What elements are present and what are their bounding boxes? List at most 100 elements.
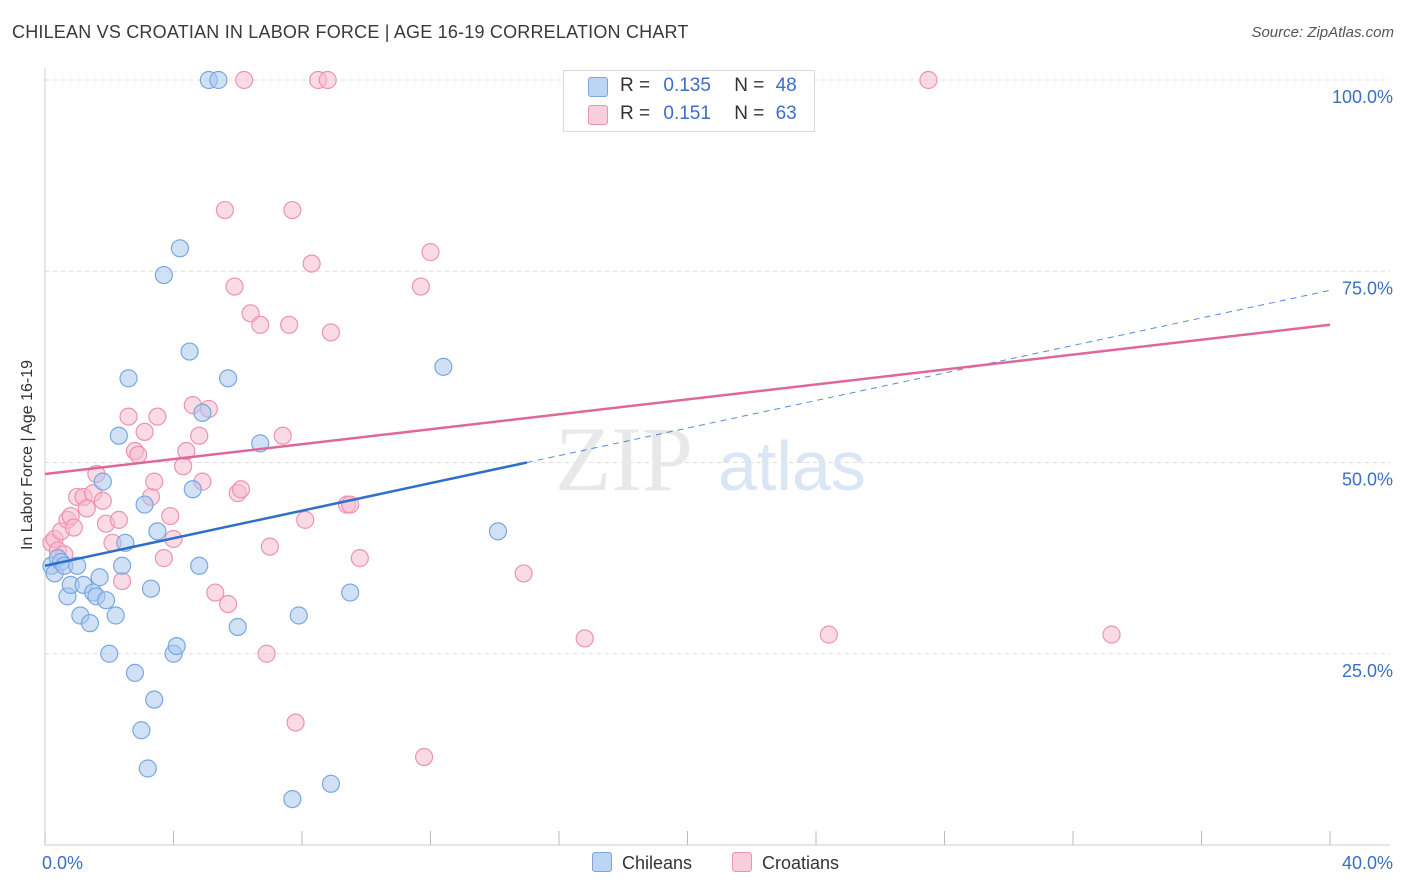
- chileans-point: [119, 369, 138, 388]
- n-value-croatians: 63: [775, 103, 797, 124]
- chart-title: CHILEAN VS CROATIAN IN LABOR FORCE | AGE…: [12, 22, 689, 42]
- croatians-point: [1102, 625, 1121, 644]
- croatians-point: [219, 594, 238, 614]
- chileans-point: [180, 342, 199, 361]
- croatians-point: [109, 510, 128, 529]
- croatians-point: [225, 277, 244, 296]
- r-value-chileans: 0.135: [663, 75, 711, 96]
- chileans-point: [100, 644, 119, 663]
- chileans-point: [135, 495, 154, 514]
- chileans-point: [488, 522, 508, 541]
- croatians-point: [161, 506, 180, 526]
- n-label: N =: [734, 75, 765, 96]
- croatians-point: [93, 491, 112, 510]
- legend-item-croatians: Croatians: [732, 852, 839, 874]
- croatians-point: [421, 243, 440, 262]
- croatians-point: [411, 277, 430, 296]
- croatians-point: [231, 480, 251, 499]
- croatians-point: [296, 510, 315, 529]
- croatians-point: [273, 426, 292, 445]
- chileans-point: [190, 556, 209, 575]
- chileans-point: [289, 606, 308, 625]
- croatians-point: [286, 713, 305, 732]
- chileans-point: [132, 721, 151, 740]
- chileans-point: [141, 579, 161, 598]
- croatians-legend-label: Croatians: [762, 853, 840, 873]
- chileans-point: [96, 591, 116, 610]
- y-tick-label-50: 50.0%: [1342, 470, 1393, 490]
- croatians-legend-swatch: [732, 852, 752, 872]
- croatians-point: [206, 583, 225, 602]
- croatians-point: [280, 315, 299, 334]
- chileans-point: [209, 70, 228, 90]
- chileans-swatch: [588, 77, 608, 97]
- chileans-point: [125, 663, 145, 682]
- chileans-point: [219, 369, 238, 388]
- croatians-point: [112, 571, 132, 591]
- croatians-point: [235, 70, 254, 90]
- chileans-point: [183, 480, 202, 499]
- chileans-point: [228, 617, 247, 637]
- croatians-point: [318, 70, 337, 90]
- croatians-point: [919, 70, 938, 90]
- croatians-point: [129, 445, 148, 464]
- legend-item-chileans: Chileans: [592, 852, 692, 874]
- chileans-point: [170, 239, 190, 258]
- croatians-point: [575, 629, 594, 648]
- chileans-legend-label: Chileans: [622, 853, 693, 873]
- source-label: Source: ZipAtlas.com: [1251, 24, 1394, 41]
- chileans-point: [112, 556, 132, 575]
- axes: [44, 68, 1390, 846]
- croatians-point: [257, 644, 276, 663]
- trend-lines: [44, 289, 1331, 567]
- croatians-swatch: [588, 105, 608, 125]
- croatians-point: [190, 426, 209, 445]
- chileans-point: [154, 265, 173, 285]
- croatians-point: [283, 200, 302, 220]
- croatians-point: [321, 323, 341, 342]
- y-tick-label-75: 75.0%: [1342, 278, 1393, 298]
- watermark-atlas: atlas: [718, 427, 866, 505]
- croatians-point: [135, 422, 154, 441]
- n-value-chileans: 48: [775, 75, 797, 96]
- chileans-point: [109, 426, 128, 445]
- chileans-point: [106, 606, 125, 625]
- n-label: N =: [734, 103, 765, 124]
- watermark-zip: ZIP: [555, 408, 693, 510]
- chileans-point: [93, 472, 112, 491]
- croatians-trend-line: [44, 323, 1331, 476]
- croatians-point: [64, 518, 84, 537]
- croatians-point: [148, 407, 167, 426]
- chileans-legend-swatch: [592, 852, 612, 872]
- chileans-point: [321, 774, 341, 793]
- croatians-point: [251, 315, 270, 334]
- chileans-trend-line: [44, 461, 528, 567]
- r-label: R =: [620, 103, 651, 124]
- chileans-point: [90, 568, 109, 587]
- croatians-point: [260, 537, 279, 556]
- chileans-point: [138, 759, 157, 778]
- croatians-point: [819, 625, 838, 644]
- croatians-point: [174, 457, 193, 476]
- tick-labels: 25.0% 50.0% 75.0% 100.0% 0.0% 40.0%: [42, 87, 1393, 873]
- croatians-point: [350, 549, 369, 568]
- r-label: R =: [620, 75, 651, 96]
- chileans-trend-extension: [526, 289, 1331, 463]
- y-tick-label-25: 25.0%: [1342, 661, 1393, 681]
- chileans-point: [68, 556, 87, 575]
- croatians-point: [414, 747, 434, 767]
- croatians-point: [154, 549, 173, 568]
- croatians-point: [77, 499, 96, 518]
- croatians-point: [514, 564, 533, 583]
- chileans-point: [167, 636, 186, 656]
- chileans-point: [341, 583, 360, 602]
- x-tick-label-max: 40.0%: [1342, 853, 1393, 873]
- croatians-point: [215, 200, 234, 220]
- chileans-point: [193, 403, 212, 422]
- croatians-point: [119, 407, 138, 426]
- croatians-point: [145, 472, 164, 491]
- chileans-point: [283, 789, 302, 809]
- chileans-point: [145, 690, 164, 709]
- chileans-point: [148, 522, 167, 541]
